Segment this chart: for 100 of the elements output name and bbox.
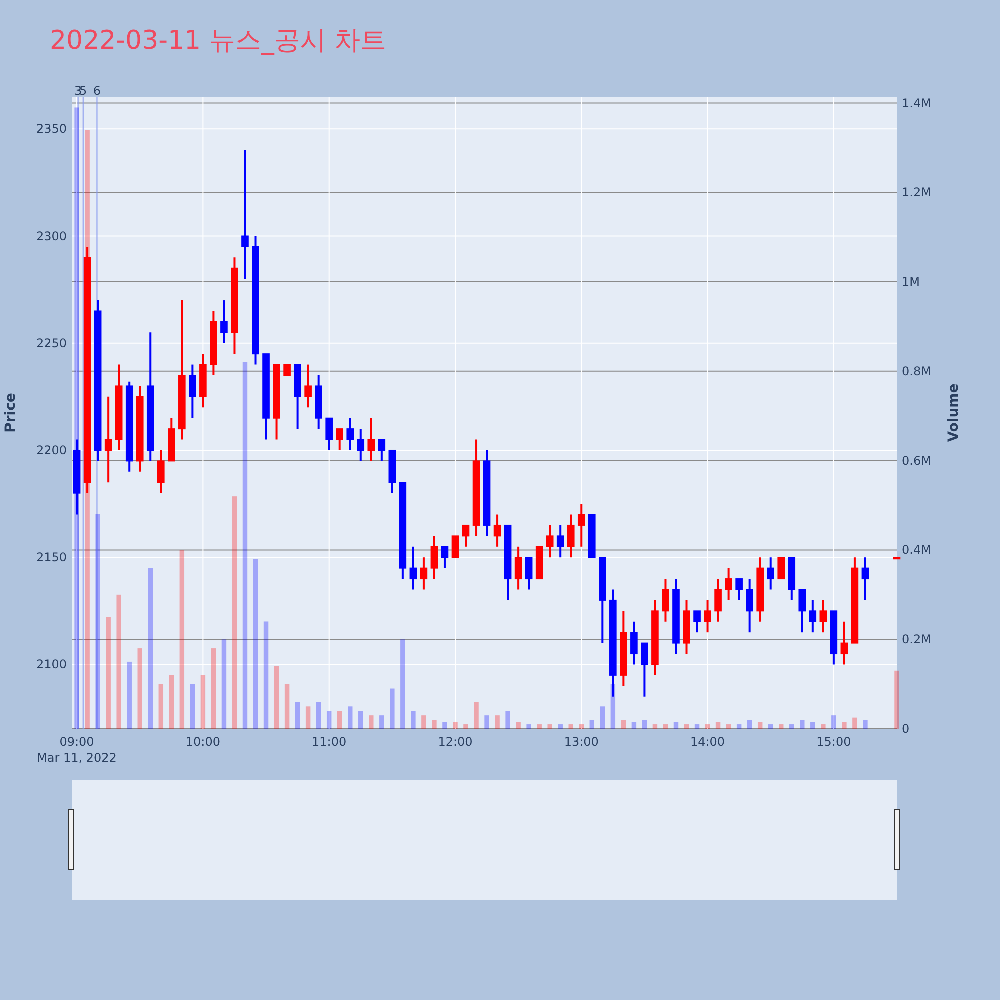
bar	[832, 716, 836, 729]
bar	[422, 716, 426, 729]
y2-tick-label: 1M	[902, 275, 920, 290]
x-tick-label: 09:00	[60, 735, 94, 749]
candlestick	[862, 556, 870, 602]
bar	[705, 724, 710, 729]
bar	[211, 648, 216, 729]
bar	[558, 724, 563, 729]
candlestick	[714, 578, 722, 623]
candlestick	[346, 417, 354, 452]
candlestick	[220, 300, 228, 344]
bar	[800, 720, 805, 729]
y-tick-label: 2350	[36, 122, 67, 136]
candlestick	[556, 524, 564, 559]
bar	[768, 724, 774, 729]
candlestick	[378, 438, 386, 462]
bar	[642, 720, 648, 729]
x-tick-label: 15:00	[816, 735, 852, 749]
bar	[537, 724, 542, 729]
bar	[778, 724, 784, 729]
y-tick-label: 2250	[36, 336, 67, 350]
candlestick	[704, 599, 712, 634]
candlestick	[767, 556, 775, 591]
bar	[894, 670, 900, 729]
bar	[790, 724, 794, 729]
x-tick-label: 13:00	[564, 735, 599, 749]
bar	[464, 724, 468, 729]
candlestick	[410, 546, 418, 591]
y2-tick-label: 0.2M	[902, 632, 932, 647]
candlestick	[840, 620, 848, 666]
bar	[369, 716, 374, 729]
bar	[758, 722, 763, 729]
bar	[169, 675, 174, 729]
candlestick	[809, 599, 817, 634]
y-tick-label: 2150	[36, 550, 67, 565]
bar	[242, 362, 248, 729]
annotation: 5	[80, 84, 88, 98]
candlestick	[694, 610, 701, 634]
candlestick	[736, 578, 743, 602]
y2-tick-label: 0.4M	[902, 543, 932, 558]
y-axis-title: Price	[3, 393, 19, 433]
candlestick	[304, 364, 312, 409]
bar	[852, 718, 858, 729]
bar	[474, 702, 479, 729]
candlestick	[746, 578, 754, 634]
y-tick-label: 2100	[36, 658, 67, 672]
bar	[127, 662, 132, 729]
bar	[74, 108, 80, 729]
bar	[736, 724, 742, 729]
x-tick-label: 14:00	[690, 735, 726, 749]
annotation: 3	[74, 84, 82, 98]
y2-tick-label: 0	[902, 722, 910, 736]
bar	[337, 711, 342, 729]
bar	[568, 724, 574, 729]
bar	[747, 720, 752, 729]
candlestick	[494, 514, 502, 548]
bar	[516, 722, 521, 729]
candlestick	[441, 546, 449, 570]
annotation: 6	[93, 84, 102, 98]
bar	[148, 568, 153, 729]
bar	[306, 706, 311, 729]
bar	[390, 688, 395, 729]
y2-tick-label: 1.2M	[902, 186, 932, 200]
bar	[106, 617, 111, 729]
y-tick-label: 2200	[36, 443, 67, 458]
bar	[222, 640, 227, 729]
chart-title: 2022-03-11 뉴스_공시 차트	[50, 26, 387, 56]
bar	[358, 711, 364, 729]
bar	[326, 711, 332, 729]
bar	[716, 722, 721, 729]
bar	[116, 594, 122, 729]
bar	[863, 720, 868, 729]
bar	[190, 684, 196, 729]
text: Mar 11, 2022	[37, 751, 117, 765]
bar	[138, 648, 142, 729]
bar	[674, 722, 679, 729]
y2-axis-title: Volume	[946, 384, 962, 442]
bar	[821, 724, 826, 729]
candlestick	[641, 642, 648, 698]
candlestick	[157, 449, 165, 494]
bar	[632, 722, 637, 729]
bar	[548, 724, 552, 729]
x-tick-label: 12:00	[438, 735, 473, 749]
x-tick-label: 11:00	[312, 735, 347, 749]
candlestick	[662, 578, 670, 623]
bar	[621, 720, 626, 729]
x-tick-label: 10:00	[186, 735, 220, 749]
candlestick	[798, 588, 806, 634]
bar	[652, 724, 658, 729]
candlestick	[452, 536, 460, 558]
candlestick	[336, 428, 344, 452]
bar	[506, 711, 510, 729]
bar	[411, 711, 416, 729]
bar	[432, 720, 437, 729]
bar	[232, 496, 238, 729]
candlestick	[284, 364, 291, 376]
y2-tick-label: 0.6M	[902, 454, 932, 468]
bar	[274, 666, 280, 729]
bar	[200, 675, 206, 729]
bar	[180, 550, 185, 729]
